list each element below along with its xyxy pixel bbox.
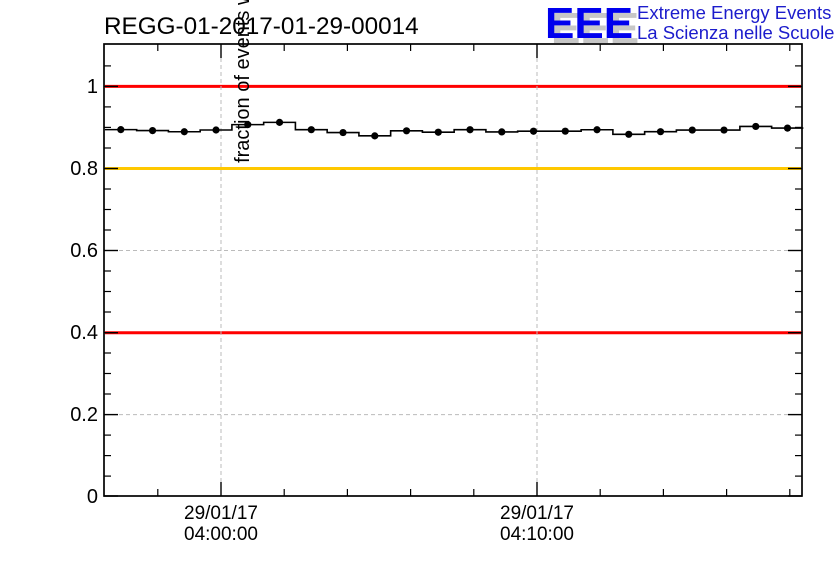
svg-text:04:10:00: 04:10:00 (500, 524, 574, 545)
svg-text:REGG-01-2017-01-29-00014: REGG-01-2017-01-29-00014 (104, 13, 419, 40)
svg-text:fraction of events with X2 < 1: fraction of events with X2 < 10.0 (231, 0, 254, 163)
svg-text:0.8: 0.8 (70, 158, 98, 180)
svg-text:04:00:00: 04:00:00 (184, 524, 258, 545)
svg-text:0: 0 (87, 486, 98, 508)
svg-text:La Scienza nelle Scuole: La Scienza nelle Scuole (637, 22, 834, 43)
svg-text:0.2: 0.2 (70, 404, 98, 426)
svg-text:0.4: 0.4 (70, 322, 98, 344)
svg-text:Extreme Energy Events: Extreme Energy Events (637, 2, 831, 23)
svg-text:EEE: EEE (545, 0, 633, 48)
svg-text:29/01/17: 29/01/17 (184, 503, 258, 524)
svg-text:29/01/17: 29/01/17 (500, 503, 574, 524)
svg-text:1: 1 (87, 76, 98, 98)
svg-text:0.6: 0.6 (70, 240, 98, 262)
